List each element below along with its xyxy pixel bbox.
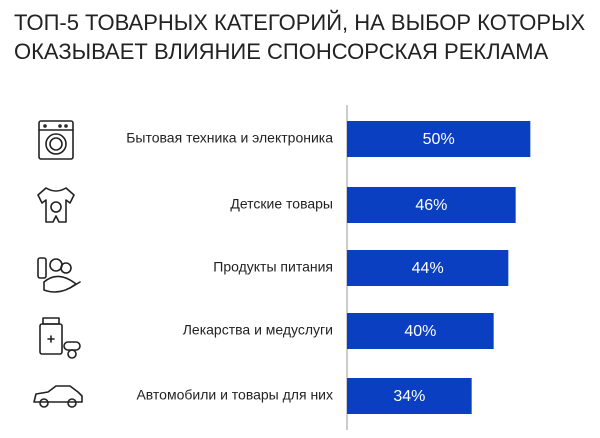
category-label: Детские товары bbox=[230, 196, 333, 212]
category-label: Бытовая техника и электроника bbox=[126, 130, 333, 146]
icon-washer bbox=[38, 120, 74, 160]
category-label: Продукты питания bbox=[213, 259, 333, 275]
chart-title: ОКАЗЫВАЕТ ВЛИЯНИЕ СПОНСОРСКАЯ РЕКЛАМА bbox=[14, 39, 549, 64]
icon-groceries bbox=[37, 257, 81, 293]
icon-baby-clothes bbox=[37, 187, 75, 223]
bar bbox=[347, 121, 531, 157]
category-label: Лекарства и медуслуги bbox=[183, 322, 333, 338]
chart-title: ТОП-5 ТОВАРНЫХ КАТЕГОРИЙ, НА ВЫБОР КОТОР… bbox=[14, 10, 586, 35]
value-label: 50% bbox=[423, 131, 455, 148]
icon-medicine bbox=[39, 317, 81, 359]
category-label: Автомобили и товары для них bbox=[136, 387, 333, 403]
bar bbox=[347, 378, 472, 414]
value-label: 40% bbox=[404, 323, 436, 340]
bar bbox=[347, 250, 509, 286]
value-label: 44% bbox=[412, 260, 444, 277]
bar bbox=[347, 313, 494, 349]
value-label: 34% bbox=[393, 388, 425, 405]
icon-car bbox=[33, 385, 83, 408]
value-label: 46% bbox=[415, 197, 447, 214]
bar bbox=[347, 187, 516, 223]
